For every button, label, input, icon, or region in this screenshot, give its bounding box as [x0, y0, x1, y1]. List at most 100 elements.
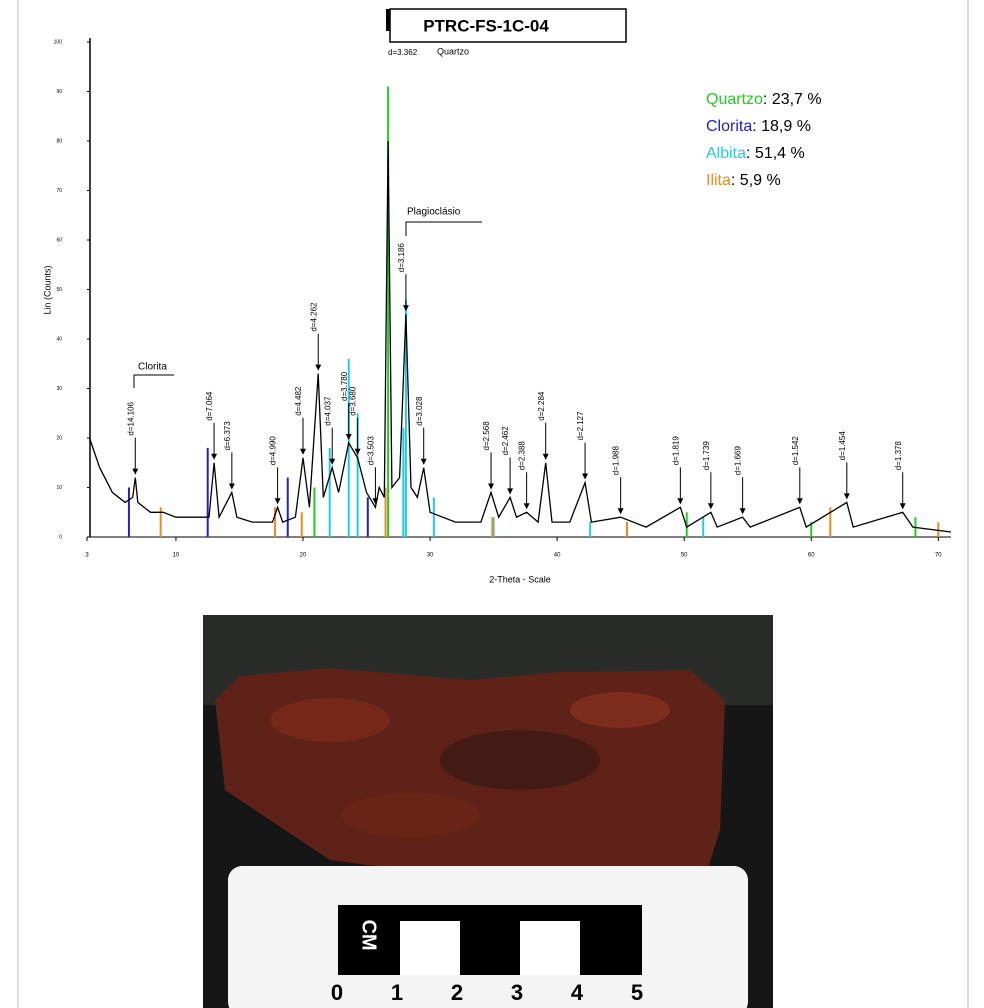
- y-tick-label: 30: [56, 386, 62, 392]
- legend-entry: Albita: 51,4 %: [706, 145, 805, 162]
- y-tick-label: 50: [56, 287, 62, 293]
- arrow-head: [582, 474, 588, 480]
- legend-entry: Clorita: 18,9 %: [706, 118, 811, 135]
- x-tick-label: 3: [85, 553, 89, 559]
- arrow-head: [211, 454, 217, 460]
- x-tick-label: 60: [808, 553, 815, 559]
- y-tick-label: 40: [56, 336, 62, 342]
- title-marker: [386, 9, 390, 31]
- peak-label: d=2.388: [518, 441, 527, 471]
- scale-square: [400, 921, 460, 975]
- annotation: Quartzo: [437, 46, 469, 56]
- peak-label: d=3.028: [415, 396, 424, 426]
- peak-label: d=1.988: [612, 446, 621, 476]
- peak-label: d=3.503: [367, 436, 376, 466]
- peak-label: d=7.064: [205, 391, 214, 421]
- peak-label: d=4.482: [294, 386, 303, 416]
- arrow-head: [543, 454, 549, 460]
- legend-percent: : 51,4 %: [746, 145, 805, 162]
- arrow-head: [507, 488, 513, 494]
- x-tick-label: 30: [427, 553, 434, 559]
- annotation-bracket: [406, 222, 482, 236]
- scale-number: 1: [391, 980, 403, 1005]
- x-tick-label: 10: [173, 553, 180, 559]
- figure: PTRC-FS-1C-04 2-Theta - Scale Lin (Count…: [0, 0, 984, 1008]
- peak-label: d=1.669: [734, 446, 743, 476]
- scale-unit: CM: [358, 919, 380, 950]
- scale-number: 3: [511, 980, 523, 1005]
- arrow-head: [524, 503, 530, 509]
- y-tick-label: 10: [56, 485, 62, 491]
- peak-label: d=2.462: [501, 426, 510, 456]
- y-tick-label: 70: [56, 188, 62, 194]
- x-tick-label: 40: [554, 553, 561, 559]
- arrow-head: [797, 498, 803, 504]
- legend-name: Quartzo: [706, 91, 763, 108]
- arrow-head: [229, 483, 235, 489]
- rock-texture: [270, 698, 390, 742]
- arrow-head: [132, 469, 138, 475]
- arrow-head: [844, 493, 850, 499]
- legend-percent: : 18,9 %: [752, 118, 811, 135]
- scale-bar: [338, 905, 642, 975]
- arrow-head: [300, 449, 306, 455]
- arrow-head: [900, 503, 906, 509]
- legend-entry: Ilita: 5,9 %: [706, 172, 781, 189]
- annotation: Plagioclásio: [407, 207, 461, 218]
- y-tick-label: 20: [56, 435, 62, 441]
- peak-label: d=3.680: [349, 386, 358, 416]
- peak-label: d=1.454: [838, 431, 847, 461]
- peak-label: d=4.037: [323, 396, 332, 426]
- arrow-head: [740, 508, 746, 514]
- rock-texture: [570, 692, 670, 728]
- peak-label: d=2.284: [537, 391, 546, 421]
- peak-label: d=1.819: [671, 436, 680, 466]
- peak-label: d=1.542: [791, 436, 800, 466]
- chart-title: PTRC-FS-1C-04: [423, 16, 549, 35]
- peak-label: d=1.739: [702, 441, 711, 471]
- diffraction-profile: [90, 141, 952, 532]
- y-tick-label: 60: [56, 237, 62, 243]
- scale-square: [520, 921, 580, 975]
- x-tick-label: 70: [935, 553, 942, 559]
- peak-label: d=2.568: [482, 421, 491, 451]
- scale-number: 2: [451, 980, 463, 1005]
- peak-label: d=2.127: [576, 411, 585, 441]
- arrow-head: [421, 459, 427, 465]
- scale-number: 5: [631, 980, 643, 1005]
- y-tick-label: 100: [54, 39, 63, 45]
- arrow-head: [677, 498, 683, 504]
- x-tick-label: 50: [681, 553, 688, 559]
- x-axis-label: 2-Theta - Scale: [489, 574, 551, 584]
- rock-texture: [340, 793, 480, 837]
- annotation-bracket: [134, 375, 174, 388]
- arrow-head: [275, 498, 281, 504]
- legend-name: Clorita: [706, 118, 752, 135]
- peak-label: d=4.262: [309, 302, 318, 332]
- legend-name: Ilita: [706, 172, 731, 189]
- y-axis-label: Lin (Counts): [42, 265, 52, 314]
- annotation: Clorita: [138, 362, 167, 373]
- peak-label: d=1.378: [894, 441, 903, 471]
- legend-entry: Quartzo: 23,7 %: [706, 91, 822, 108]
- peak-label: d=3.186: [397, 243, 406, 273]
- x-tick-label: 20: [300, 553, 307, 559]
- arrow-head: [488, 483, 494, 489]
- arrow-head: [618, 508, 624, 514]
- legend-name: Albita: [706, 145, 746, 162]
- annotation: d=3.362: [388, 48, 418, 57]
- y-tick-label: 90: [56, 89, 62, 95]
- peak-label: d=6.373: [223, 421, 232, 451]
- arrow-head: [708, 503, 714, 509]
- peak-label: d=3.780: [340, 371, 349, 401]
- diffractogram: PTRC-FS-1C-04 2-Theta - Scale Lin (Count…: [42, 9, 951, 584]
- arrow-head: [315, 365, 321, 371]
- rock-photo: CM 0 1 2 3 4 5: [203, 615, 773, 1008]
- scale-number: 0: [331, 980, 343, 1005]
- rock-texture: [440, 730, 600, 790]
- legend-percent: : 5,9 %: [731, 172, 781, 189]
- scale-number: 4: [571, 980, 584, 1005]
- y-tick-label: 80: [56, 138, 62, 144]
- peak-label: d=4.990: [269, 436, 278, 466]
- arrow-head: [346, 434, 352, 440]
